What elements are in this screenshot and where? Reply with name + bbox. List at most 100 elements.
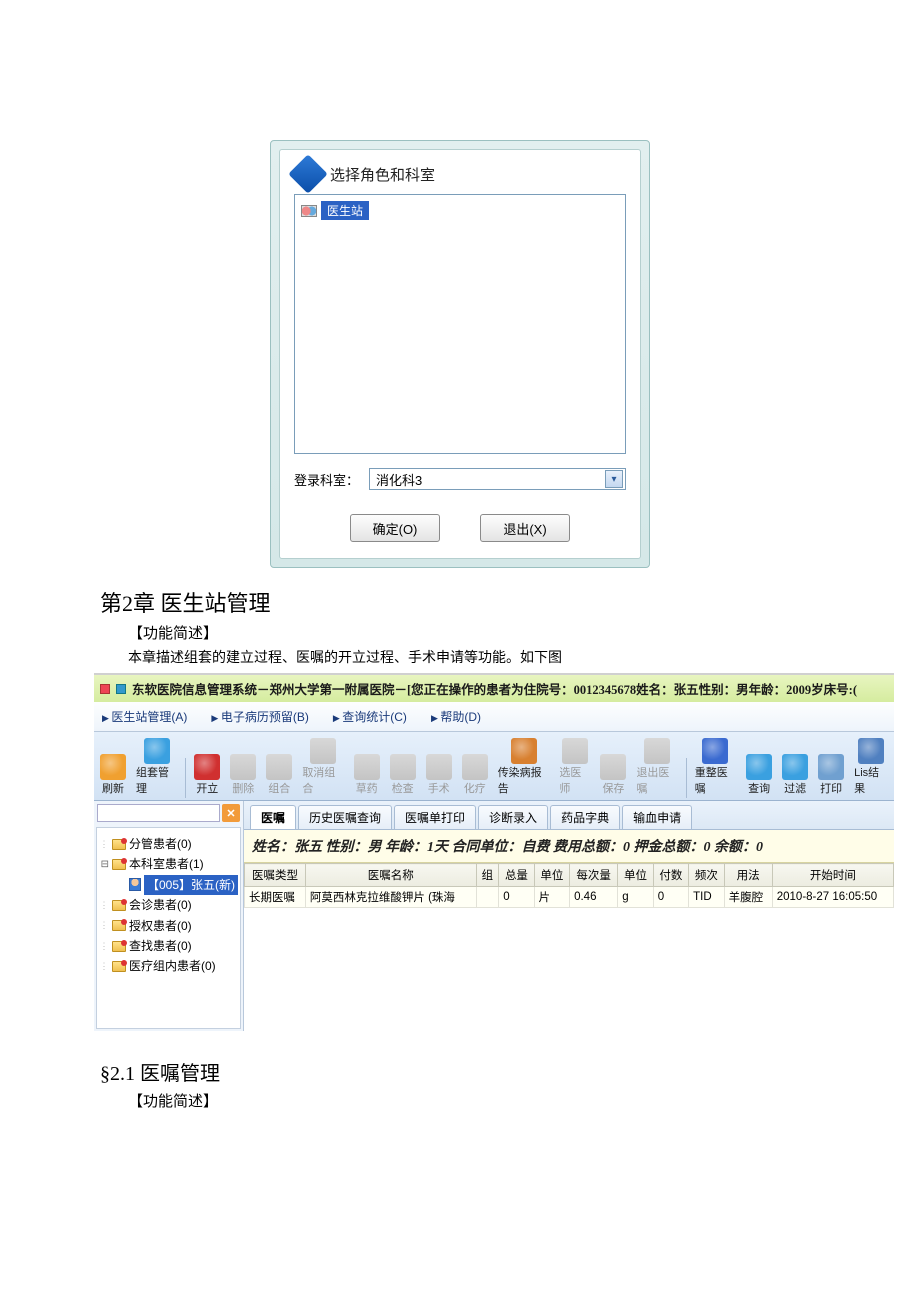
tree-node[interactable]: ⋮医疗组内患者(0) <box>99 956 238 976</box>
toolbar-重整医嘱[interactable]: 重整医嘱 <box>691 736 740 798</box>
person-icon <box>129 878 141 891</box>
toolbar-icon <box>310 738 336 764</box>
role-listbox[interactable]: 医生站 <box>294 194 626 454</box>
toolbar-退出医嘱: 退出医嘱 <box>632 736 681 798</box>
menu-item[interactable]: 帮助(D) <box>431 708 481 725</box>
chapter-title: 第2章 医生站管理 <box>100 586 820 618</box>
tab-诊断录入[interactable]: 诊断录入 <box>478 805 548 829</box>
role-item-doctor[interactable]: 医生站 <box>301 201 369 220</box>
toolbar: 刷新组套管理开立删除组合取消组合草药检查手术化疗传染病报告选医师保存退出医嘱重整… <box>94 732 894 801</box>
tree-node[interactable]: 【005】张五(新) <box>99 875 238 895</box>
folder-icon <box>112 839 126 850</box>
tab-历史医嘱查询[interactable]: 历史医嘱查询 <box>298 805 392 829</box>
menubar: 医生站管理(A) 电子病历预留(B) 查询统计(C) 帮助(D) <box>94 702 894 732</box>
tabs: 医嘱历史医嘱查询医嘱单打印诊断录入药品字典输血申请 <box>244 801 894 830</box>
toolbar-icon <box>144 738 170 764</box>
column-header[interactable]: 医嘱名称 <box>305 864 476 887</box>
menu-item[interactable]: 电子病历预留(B) <box>211 708 308 725</box>
tree-node[interactable]: ⋮查找患者(0) <box>99 936 238 956</box>
toolbar-icon <box>194 754 220 780</box>
toolbar-icon <box>562 738 588 764</box>
toolbar-刷新[interactable]: 刷新 <box>96 752 130 798</box>
toolbar-开立[interactable]: 开立 <box>190 752 224 798</box>
toolbar-icon <box>266 754 292 780</box>
menu-item[interactable]: 医生站管理(A) <box>102 708 187 725</box>
toolbar-icon <box>818 754 844 780</box>
column-header[interactable]: 频次 <box>689 864 724 887</box>
section-2-1-title: §2.1 医嘱管理 <box>100 1057 820 1086</box>
column-header[interactable]: 用法 <box>724 864 772 887</box>
toolbar-选医师: 选医师 <box>555 736 594 798</box>
ok-button[interactable]: 确定(O) <box>350 514 440 542</box>
exit-button[interactable]: 退出(X) <box>480 514 570 542</box>
folder-icon <box>112 961 126 972</box>
toolbar-删除: 删除 <box>226 752 260 798</box>
toolbar-icon <box>354 754 380 780</box>
toolbar-打印[interactable]: 打印 <box>814 752 848 798</box>
folder-icon <box>112 900 126 911</box>
toolbar-过滤[interactable]: 过滤 <box>778 752 812 798</box>
column-header[interactable]: 单位 <box>618 864 653 887</box>
chevron-down-icon[interactable]: ▾ <box>605 470 623 488</box>
toolbar-查询[interactable]: 查询 <box>742 752 776 798</box>
tab-医嘱[interactable]: 医嘱 <box>250 805 296 829</box>
toolbar-icon <box>746 754 772 780</box>
menu-item[interactable]: 查询统计(C) <box>333 708 407 725</box>
toolbar-组套管理[interactable]: 组套管理 <box>132 736 181 798</box>
toolbar-icon <box>426 754 452 780</box>
titlebar-icon <box>116 684 126 694</box>
tree-node[interactable]: ⋮分管患者(0) <box>99 834 238 854</box>
app-titlebar: 东软医院信息管理系统－郑州大学第一附属医院－[您正在操作的患者为住院号：0012… <box>94 675 894 702</box>
patient-tree[interactable]: ⋮分管患者(0)⊟本科室患者(1)【005】张五(新)⋮会诊患者(0)⋮授权患者… <box>96 827 241 1029</box>
tree-node[interactable]: ⋮授权患者(0) <box>99 916 238 936</box>
tab-医嘱单打印[interactable]: 医嘱单打印 <box>394 805 476 829</box>
toolbar-保存: 保存 <box>596 752 630 798</box>
order-grid[interactable]: 医嘱类型医嘱名称组总量单位每次量单位付数频次用法开始时间长期医嘱阿莫西林克拉维酸… <box>244 863 894 1031</box>
titlebar-icon <box>100 684 110 694</box>
folder-icon <box>112 941 126 952</box>
close-icon[interactable]: ✕ <box>222 804 240 822</box>
search-input[interactable] <box>97 804 220 822</box>
toolbar-手术: 手术 <box>422 752 456 798</box>
dept-label: 登录科室： <box>294 470 359 489</box>
column-header[interactable]: 单位 <box>534 864 569 887</box>
tab-药品字典[interactable]: 药品字典 <box>550 805 620 829</box>
toolbar-组合: 组合 <box>262 752 296 798</box>
role-dialog: 选择角色和科室 医生站 登录科室： 消化科3 ▾ 确定(O) <box>100 140 820 568</box>
toolbar-icon <box>390 754 416 780</box>
toolbar-Lis结果[interactable]: Lis结果 <box>850 736 892 798</box>
toolbar-icon <box>644 738 670 764</box>
toolbar-icon <box>600 754 626 780</box>
table-row[interactable]: 长期医嘱阿莫西林克拉维酸钾片 (珠海0片0.46g0TID羊腹腔2010-8-2… <box>245 887 894 908</box>
toolbar-icon <box>511 738 537 764</box>
toolbar-传染病报告[interactable]: 传染病报告 <box>494 736 554 798</box>
toolbar-化疗: 化疗 <box>458 752 492 798</box>
dept-select[interactable]: 消化科3 ▾ <box>369 468 626 490</box>
toolbar-icon <box>462 754 488 780</box>
func-body: 本章描述组套的建立过程、医嘱的开立过程、手术申请等功能。如下图 <box>128 647 820 667</box>
tree-node[interactable]: ⋮会诊患者(0) <box>99 895 238 915</box>
folder-icon <box>112 920 126 931</box>
toolbar-icon <box>782 754 808 780</box>
func-heading-2: 【功能简述】 <box>128 1090 820 1111</box>
toolbar-icon <box>230 754 256 780</box>
tree-node[interactable]: ⊟本科室患者(1) <box>99 854 238 874</box>
column-header[interactable]: 开始时间 <box>772 864 893 887</box>
toolbar-icon <box>858 738 884 764</box>
toolbar-取消组合: 取消组合 <box>298 736 347 798</box>
tab-输血申请[interactable]: 输血申请 <box>622 805 692 829</box>
toolbar-草药: 草药 <box>350 752 384 798</box>
folder-icon <box>112 859 126 870</box>
toolbar-icon <box>702 738 728 764</box>
app-logo-icon <box>288 154 328 194</box>
column-header[interactable]: 付数 <box>653 864 688 887</box>
func-heading: 【功能简述】 <box>128 622 820 643</box>
column-header[interactable]: 每次量 <box>570 864 618 887</box>
column-header[interactable]: 组 <box>476 864 499 887</box>
toolbar-检查: 检查 <box>386 752 420 798</box>
patient-info-bar: 姓名：张五 性别：男 年龄：1天 合同单位：自费 费用总额：0 押金总额：0 余… <box>244 830 894 863</box>
column-header[interactable]: 医嘱类型 <box>245 864 306 887</box>
dialog-title: 选择角色和科室 <box>330 164 435 185</box>
column-header[interactable]: 总量 <box>499 864 534 887</box>
toolbar-icon <box>100 754 126 780</box>
